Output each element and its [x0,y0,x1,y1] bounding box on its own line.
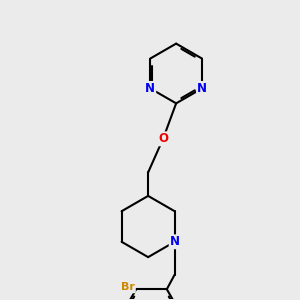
Text: N: N [145,82,155,95]
Text: N: N [169,235,180,248]
Text: N: N [197,82,207,95]
Text: O: O [158,132,168,145]
Text: Br: Br [121,282,135,292]
